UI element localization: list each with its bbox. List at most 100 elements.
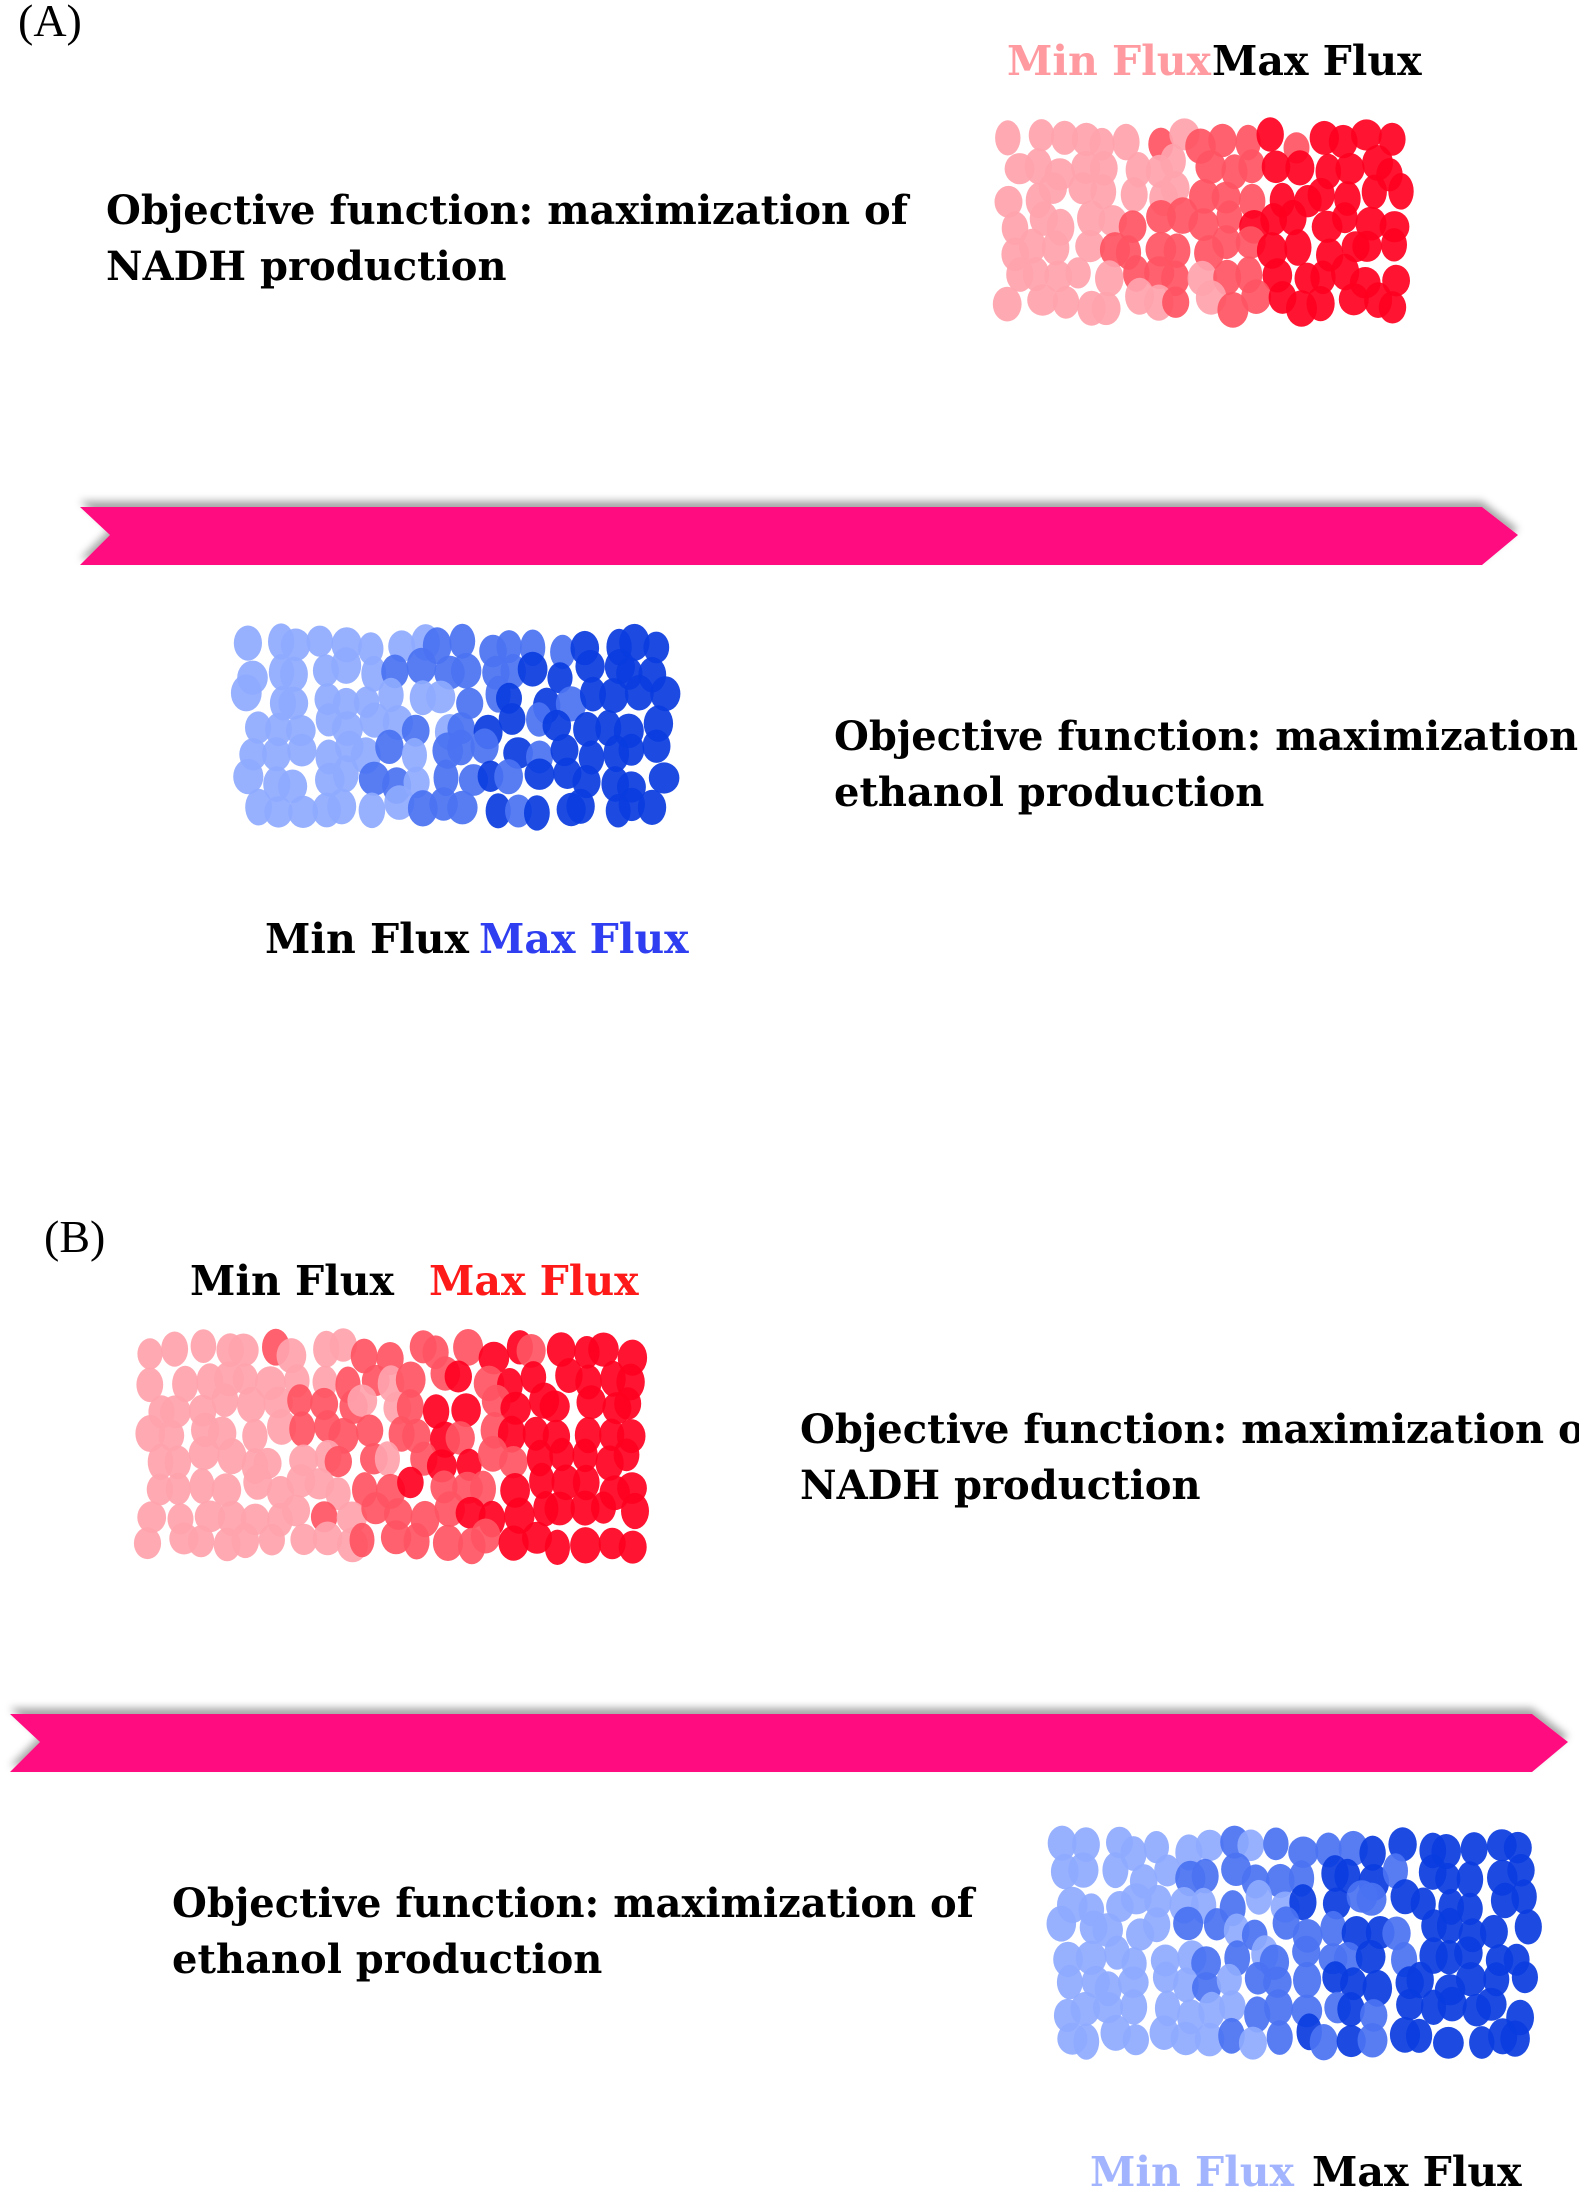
panel-a-top-min-flux-label: Min Flux xyxy=(1007,37,1211,85)
flux-dot xyxy=(648,762,680,794)
flux-dot xyxy=(550,634,576,670)
flux-dot xyxy=(376,1342,404,1376)
flux-dot xyxy=(1455,1962,1487,1997)
flux-dot xyxy=(1328,124,1358,159)
flux-dot xyxy=(1120,177,1148,213)
flux-dot xyxy=(524,795,550,831)
flux-dot xyxy=(228,1333,259,1367)
flux-dot xyxy=(388,630,416,663)
flux-dot xyxy=(1293,1961,1322,1999)
flux-dot xyxy=(1322,1887,1351,1920)
flux-dot xyxy=(642,729,671,763)
flux-dot xyxy=(1212,225,1241,260)
flux-dot xyxy=(1065,257,1091,289)
flux-dot xyxy=(1120,1989,1148,2025)
flux-dot xyxy=(1406,2018,1433,2053)
flux-dot xyxy=(136,1367,164,1403)
flux-dot xyxy=(1146,200,1176,234)
flux-dot xyxy=(1219,1990,1246,2023)
flux-dot xyxy=(289,1411,316,1447)
flux-dot xyxy=(575,650,605,683)
flux-dot xyxy=(146,1473,174,1506)
flux-dot xyxy=(1044,260,1073,293)
flux-dot xyxy=(1359,1835,1386,1871)
flux-dot xyxy=(1068,1852,1099,1888)
flux-dot xyxy=(544,1529,570,1565)
flux-dot xyxy=(1241,279,1272,314)
flux-dot xyxy=(547,662,573,694)
panel-a-arrow-shape xyxy=(80,507,1518,565)
flux-dot xyxy=(1047,1825,1077,1861)
flux-dot xyxy=(1022,257,1050,292)
flux-dot xyxy=(1382,1916,1411,1951)
flux-dot xyxy=(422,1394,450,1429)
flux-dot xyxy=(1239,183,1266,219)
flux-dot xyxy=(1457,1892,1483,1926)
flux-dot xyxy=(331,647,362,684)
flux-dot xyxy=(566,788,595,824)
flux-dot xyxy=(485,793,511,829)
flux-dot xyxy=(1378,291,1407,324)
panel-b-label: (B) xyxy=(44,1211,106,1262)
flux-dot xyxy=(613,1438,640,1472)
flux-dot xyxy=(451,653,482,689)
flux-dot xyxy=(287,1384,313,1417)
flux-dot xyxy=(194,1500,226,1533)
flux-dot xyxy=(135,1415,166,1452)
flux-dot xyxy=(350,1338,378,1374)
flux-dot xyxy=(1160,143,1186,179)
flux-dot xyxy=(504,1497,535,1534)
panel-a-bottom-blue-flux-cluster xyxy=(230,623,681,831)
flux-dot xyxy=(265,712,292,747)
flux-dot xyxy=(1362,1969,1393,2007)
flux-dot xyxy=(1279,199,1307,236)
flux-dot xyxy=(1382,264,1410,297)
flux-dot xyxy=(1070,1991,1101,2027)
flux-dot xyxy=(1483,1962,1510,1997)
flux-dot xyxy=(444,1360,472,1393)
flux-dot xyxy=(529,1462,555,1499)
flux-dot xyxy=(1332,202,1358,234)
flux-dot xyxy=(1356,1882,1387,1916)
flux-dot xyxy=(243,1464,273,1500)
panel-a-bottom-objective-line2: ethanol production xyxy=(834,769,1265,816)
flux-dot xyxy=(1120,1883,1152,1915)
panel-a-bottom-min-flux-label: Min Flux xyxy=(265,915,469,963)
flux-dot xyxy=(1357,2023,1388,2058)
flux-dot xyxy=(1038,172,1067,204)
flux-dot xyxy=(1170,2021,1201,2056)
panel-a-top-objective-line2: NADH production xyxy=(106,243,507,290)
flux-dot xyxy=(1143,1907,1171,1943)
flux-dot xyxy=(1028,119,1055,152)
flux-dot xyxy=(378,677,404,713)
flux-dot xyxy=(1095,260,1124,297)
flux-dot xyxy=(267,1409,297,1445)
flux-dot xyxy=(1288,1836,1319,1868)
flux-dot xyxy=(325,1477,351,1511)
flux-dot xyxy=(312,1521,343,1556)
flux-dot xyxy=(572,1464,600,1501)
flux-dot xyxy=(1073,2023,1100,2060)
flux-dot xyxy=(1217,292,1249,328)
flux-dot xyxy=(1143,1831,1169,1864)
flux-dot xyxy=(187,1525,215,1558)
flux-dot xyxy=(517,651,548,687)
flux-dot xyxy=(470,728,499,764)
flux-dot xyxy=(470,1470,496,1507)
panel-b-direction-arrow xyxy=(10,1714,1568,1772)
flux-dot xyxy=(570,1490,600,1526)
flux-dot xyxy=(1272,1906,1300,1940)
flux-dot xyxy=(544,1491,575,1526)
panel-b-arrow-shape xyxy=(10,1714,1568,1772)
flux-dot xyxy=(580,676,606,712)
flux-dot xyxy=(217,1438,247,1475)
flux-dot xyxy=(1046,1905,1077,1942)
flux-dot xyxy=(1437,1986,1467,2022)
flux-dot xyxy=(403,1522,430,1560)
flux-dot xyxy=(1351,119,1382,151)
flux-dot xyxy=(231,1522,260,1559)
panel-a-bottom-objective-line1: Objective function: maximization of xyxy=(834,713,1579,760)
flux-dot xyxy=(994,185,1023,218)
flux-dot xyxy=(361,655,387,692)
flux-dot xyxy=(1218,2017,1245,2054)
